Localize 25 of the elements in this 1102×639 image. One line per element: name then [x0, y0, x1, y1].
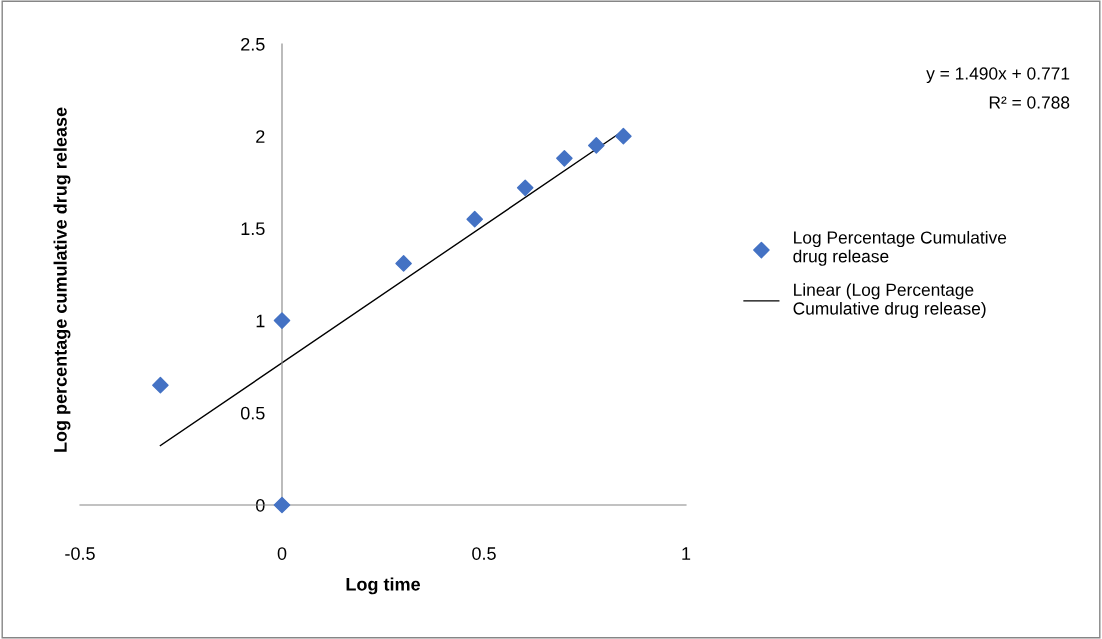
x-tick-label: 0 — [277, 547, 287, 560]
point — [516, 179, 534, 197]
point — [588, 137, 605, 154]
y-tick-label: 2.5 — [241, 37, 265, 51]
text: R² = 0.788 — [989, 96, 1070, 109]
legend-label: Log Percentage Cumulative drug release — [793, 230, 1007, 266]
y-tick-label: 1.5 — [241, 222, 265, 236]
x-axis-title: Log time — [346, 577, 420, 595]
y-tick-label: 0.5 — [240, 406, 265, 420]
point — [152, 376, 169, 394]
y-tick-label: 1 — [256, 314, 265, 328]
x-tick-label: -0.5 — [65, 547, 95, 560]
text: y = 1.490x + 0.771 — [926, 67, 1070, 84]
point — [395, 255, 412, 272]
point — [556, 150, 573, 167]
x-tick-label: 0.5 — [472, 547, 496, 560]
y-tick-label: 2 — [256, 130, 265, 143]
y-axis-title: Log percentage cumulative drug release — [53, 107, 71, 452]
point — [615, 127, 632, 145]
x-tick-label: 1 — [682, 547, 691, 560]
point — [273, 312, 291, 329]
legend-label: Linear (Log Percentage Cumulative drug release) — [793, 283, 986, 319]
point — [273, 496, 291, 514]
y-tick-label: 0 — [256, 498, 265, 512]
point — [466, 210, 484, 228]
